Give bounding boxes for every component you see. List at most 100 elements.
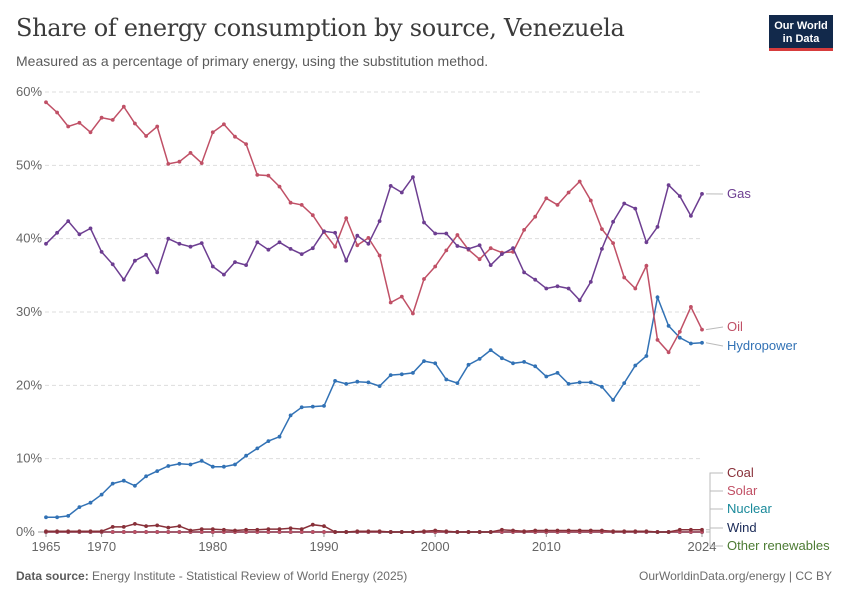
data-point-hydropower <box>55 515 59 520</box>
data-point-hydropower <box>677 335 682 340</box>
data-point-coal <box>55 529 59 534</box>
data-point-hydropower <box>388 373 393 377</box>
data-point-gas <box>666 183 671 188</box>
data-point-coal <box>277 527 282 531</box>
data-point-coal <box>666 530 671 534</box>
data-point-hydropower <box>588 380 593 385</box>
data-point-oil <box>333 244 337 249</box>
data-point-gas <box>66 219 71 224</box>
data-point-gas <box>133 258 137 263</box>
data-point-oil <box>600 227 604 232</box>
data-point-coal <box>588 528 593 533</box>
data-point-oil <box>611 241 615 246</box>
data-point-oil <box>633 286 638 291</box>
data-point-gas <box>555 284 560 289</box>
data-point-coal <box>222 527 226 532</box>
y-tick-label: 10% <box>16 451 42 466</box>
data-point-hydropower <box>566 382 571 386</box>
data-point-gas <box>177 241 182 246</box>
data-point-oil <box>88 130 93 135</box>
x-tick-label: 2010 <box>532 539 561 554</box>
data-point-hydropower <box>99 492 104 497</box>
data-point-hydropower <box>66 514 71 518</box>
data-point-hydropower <box>110 481 115 486</box>
data-point-hydropower <box>700 340 704 345</box>
data-point-gas <box>322 229 326 234</box>
data-point-gas <box>199 241 204 246</box>
label-connector <box>706 490 723 533</box>
label-connector <box>706 472 723 531</box>
data-point-oil <box>422 277 426 281</box>
y-tick-label: 20% <box>16 377 42 392</box>
data-point-oil <box>411 311 415 316</box>
data-point-oil <box>566 190 571 195</box>
data-point-gas <box>511 246 515 251</box>
data-point-hydropower <box>166 464 171 468</box>
data-point-oil <box>388 300 393 305</box>
y-tick-label: 40% <box>16 231 42 246</box>
data-point-hydropower <box>344 382 349 386</box>
data-point-coal <box>244 527 249 532</box>
data-point-solar <box>144 530 149 534</box>
data-point-coal <box>88 529 93 534</box>
data-point-gas <box>344 258 349 263</box>
data-point-hydropower <box>488 348 493 352</box>
data-point-gas <box>299 252 304 256</box>
data-point-oil <box>110 118 115 122</box>
data-point-oil <box>277 184 282 189</box>
label-connector <box>705 342 724 347</box>
data-point-hydropower <box>188 462 193 467</box>
data-point-coal <box>655 530 660 534</box>
data-point-coal <box>399 530 404 534</box>
data-point-hydropower <box>544 374 549 379</box>
data-point-hydropower <box>44 515 48 520</box>
data-point-hydropower <box>266 439 271 443</box>
label-connector <box>706 508 723 533</box>
data-point-gas <box>55 230 59 235</box>
data-point-hydropower <box>322 404 326 408</box>
data-point-solar <box>121 530 126 534</box>
owid-logo[interactable]: Our World in Data <box>769 15 833 51</box>
x-tick-label: 1970 <box>87 539 116 554</box>
data-point-oil <box>299 203 304 207</box>
data-point-gas <box>466 247 471 251</box>
data-point-gas <box>188 244 193 249</box>
data-point-coal <box>600 528 604 533</box>
data-point-gas <box>533 277 538 282</box>
data-point-oil <box>666 350 671 355</box>
data-point-coal <box>355 529 360 534</box>
data-point-coal <box>422 529 426 534</box>
data-point-coal <box>288 526 293 531</box>
data-point-coal <box>66 529 71 534</box>
data-point-oil <box>121 104 126 109</box>
data-point-oil <box>222 122 226 127</box>
data-point-coal <box>622 529 627 534</box>
site-link[interactable]: OurWorldinData.org/energy | CC BY <box>639 569 832 583</box>
data-point-oil <box>488 246 493 251</box>
data-point-gas <box>455 244 460 248</box>
data-point-hydropower <box>689 341 693 346</box>
data-point-gas <box>488 263 493 267</box>
data-point-hydropower <box>366 380 371 385</box>
data-point-coal <box>366 529 371 534</box>
data-point-hydropower <box>377 384 382 388</box>
data-point-oil <box>155 124 160 129</box>
data-point-coal <box>477 530 482 534</box>
data-point-gas <box>677 194 682 199</box>
data-point-hydropower <box>577 380 582 385</box>
data-point-gas <box>588 280 593 284</box>
series-label-other_renewables: Other renewables <box>727 538 830 553</box>
data-point-hydropower <box>210 464 215 469</box>
data-point-hydropower <box>522 360 526 364</box>
data-point-coal <box>133 522 137 526</box>
data-point-coal <box>522 529 526 534</box>
data-point-solar <box>277 530 282 534</box>
data-point-coal <box>566 528 571 533</box>
data-point-solar <box>266 530 271 534</box>
data-point-gas <box>444 231 449 236</box>
data-point-coal <box>110 525 115 529</box>
series-label-hydropower: Hydropower <box>727 338 798 353</box>
data-point-oil <box>310 213 315 218</box>
data-point-gas <box>233 260 237 264</box>
chart-area: 0% 10% 20% 30% 40% 50% 60% 1965 1970 1980 1990 200… <box>16 84 830 554</box>
